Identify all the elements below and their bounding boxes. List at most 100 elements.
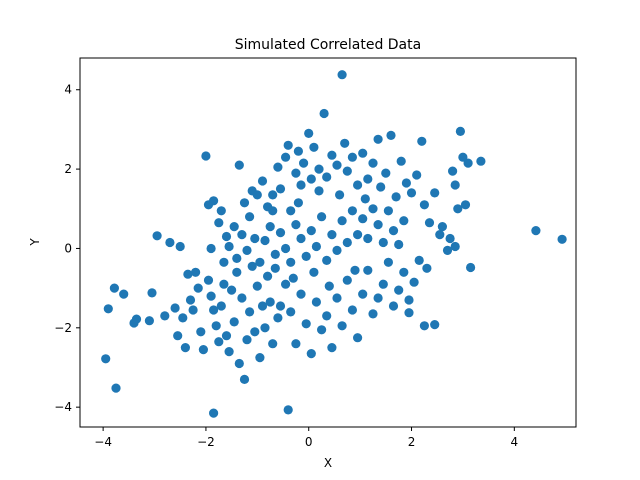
scatter-point (419, 200, 429, 210)
scatter-point (450, 241, 460, 252)
scatter-point (311, 241, 321, 252)
scatter-point (175, 241, 185, 252)
scatter-point (332, 293, 342, 303)
scatter-point (360, 194, 370, 204)
scatter-point (229, 317, 239, 327)
scatter-point (347, 206, 357, 216)
scatter-point (332, 160, 342, 170)
scatter-point (170, 303, 180, 313)
scatter-point (232, 267, 242, 277)
scatter-point (422, 263, 432, 273)
scatter-point (399, 267, 409, 277)
scatter-point (131, 314, 142, 324)
scatter-point (252, 281, 262, 291)
scatter-point (363, 233, 373, 244)
scatter-point (396, 156, 406, 166)
scatter-point (322, 172, 332, 182)
y-tick-label: −2 (54, 321, 72, 335)
scatter-point (340, 138, 350, 148)
scatter-point (255, 257, 265, 267)
scatter-point (281, 243, 291, 254)
scatter-point (368, 158, 378, 168)
scatter-point (363, 174, 373, 184)
scatter-point (314, 186, 324, 196)
scatter-point (293, 146, 303, 156)
scatter-point (250, 327, 260, 337)
scatter-point (193, 283, 203, 293)
scatter-point (409, 277, 419, 287)
scatter-point (165, 237, 175, 248)
scatter-point (383, 206, 393, 216)
x-axis-label: X (324, 456, 332, 470)
scatter-point (283, 405, 293, 415)
chart-title: Simulated Correlated Data (235, 37, 421, 53)
y-axis: −4 −2 0 2 4 (54, 83, 80, 414)
scatter-point (383, 257, 393, 267)
scatter-point (119, 289, 129, 299)
scatter-point (239, 198, 250, 208)
scatter-point (232, 253, 242, 263)
scatter-point (404, 308, 414, 318)
scatter-point (557, 234, 567, 244)
x-tick-label: −2 (197, 435, 215, 449)
scatter-point (353, 230, 363, 240)
scatter-point (296, 289, 306, 299)
scatter-point (270, 249, 280, 259)
scatter-point (270, 263, 280, 273)
scatter-point (337, 321, 347, 331)
scatter-point (234, 160, 244, 170)
scatter-point (309, 267, 319, 277)
scatter-point (430, 320, 440, 330)
scatter-point (437, 222, 447, 232)
scatter-point (198, 345, 208, 355)
x-tick-label: 0 (305, 435, 313, 449)
scatter-point (386, 130, 396, 140)
scatter-point (435, 230, 445, 240)
scatter-point (265, 222, 275, 232)
scatter-point (296, 233, 306, 244)
scatter-point (460, 200, 471, 210)
scatter-point (368, 309, 378, 319)
scatter-point (314, 164, 324, 174)
scatter-point (209, 305, 219, 315)
scatter-point (293, 198, 303, 208)
scatter-point (301, 251, 311, 261)
scatter-point (347, 152, 357, 162)
scatter-point (376, 182, 386, 192)
scatter-point (288, 273, 298, 283)
scatter-point (214, 218, 224, 228)
scatter-point (388, 301, 399, 311)
scatter-point (299, 158, 309, 168)
scatter-points (101, 70, 567, 418)
scatter-point (327, 230, 337, 240)
scatter-point (209, 196, 219, 206)
scatter-point (260, 323, 270, 333)
scatter-point (327, 343, 337, 353)
scatter-point (260, 235, 270, 246)
scatter-point (317, 325, 327, 335)
scatter-point (211, 321, 221, 331)
scatter-point (273, 162, 283, 172)
scatter-point (373, 220, 383, 230)
scatter-point (221, 331, 232, 341)
scatter-point (247, 261, 257, 271)
scatter-point (103, 304, 113, 314)
scatter-point (332, 245, 342, 255)
scatter-point (216, 301, 226, 311)
scatter-point (281, 279, 291, 289)
scatter-point (319, 108, 329, 119)
scatter-point (353, 180, 363, 190)
scatter-point (219, 279, 229, 289)
scatter-point (363, 265, 373, 275)
scatter-point (291, 339, 301, 349)
scatter-point (239, 374, 250, 384)
scatter-point (463, 158, 473, 168)
scatter-point (476, 156, 486, 166)
scatter-point (281, 152, 291, 162)
scatter-point (301, 319, 311, 329)
scatter-point (257, 176, 268, 186)
scatter-point (417, 136, 427, 146)
scatter-point (286, 307, 296, 317)
scatter-point (203, 275, 214, 285)
scatter-point (531, 226, 541, 236)
